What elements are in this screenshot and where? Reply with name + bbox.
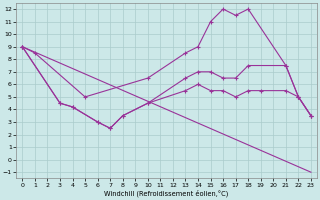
X-axis label: Windchill (Refroidissement éolien,°C): Windchill (Refroidissement éolien,°C) — [104, 190, 229, 197]
